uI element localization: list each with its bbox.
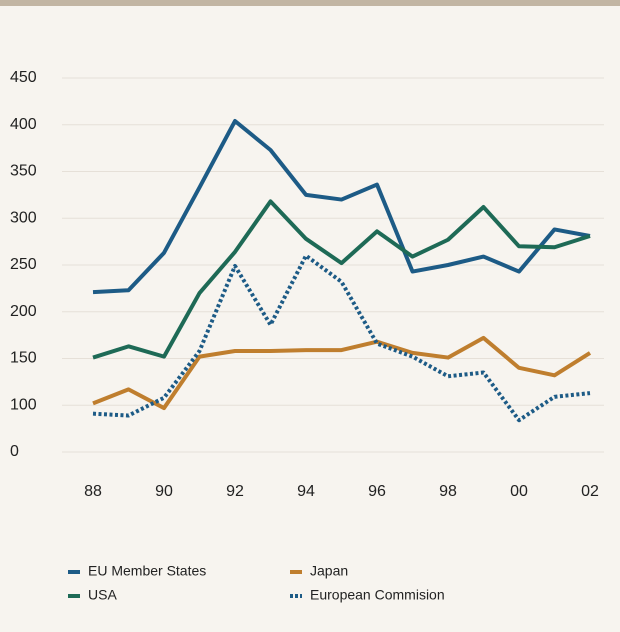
legend-label: European Commision xyxy=(310,587,445,603)
y-tick-label: 150 xyxy=(10,350,37,367)
x-tick-label: 96 xyxy=(368,483,386,500)
x-tick-label: 02 xyxy=(581,483,599,500)
line-series xyxy=(92,119,591,295)
y-tick-label: 200 xyxy=(10,303,37,320)
x-tick-label: 88 xyxy=(84,483,102,500)
x-tick-label: 00 xyxy=(510,483,528,500)
y-tick-label: 250 xyxy=(10,256,37,273)
y-tick-label: 350 xyxy=(10,163,37,180)
y-tick-label: 100 xyxy=(10,396,37,413)
y-tick-label: 450 xyxy=(10,69,37,86)
y-tick-label: 0 xyxy=(10,443,19,460)
y-tick-label: 400 xyxy=(10,116,37,133)
y-tick-label: 300 xyxy=(10,209,37,226)
legend-label: USA xyxy=(88,587,117,603)
x-tick-label: 90 xyxy=(155,483,173,500)
x-tick-label: 92 xyxy=(226,483,244,500)
line-series xyxy=(92,335,592,411)
legend-label: EU Member States xyxy=(88,563,206,579)
x-tick-label: 94 xyxy=(297,483,315,500)
line-series xyxy=(92,199,591,360)
top-border xyxy=(0,0,620,6)
x-tick-label: 98 xyxy=(439,483,457,500)
line-series xyxy=(92,253,591,423)
legend-label: Japan xyxy=(310,563,348,579)
